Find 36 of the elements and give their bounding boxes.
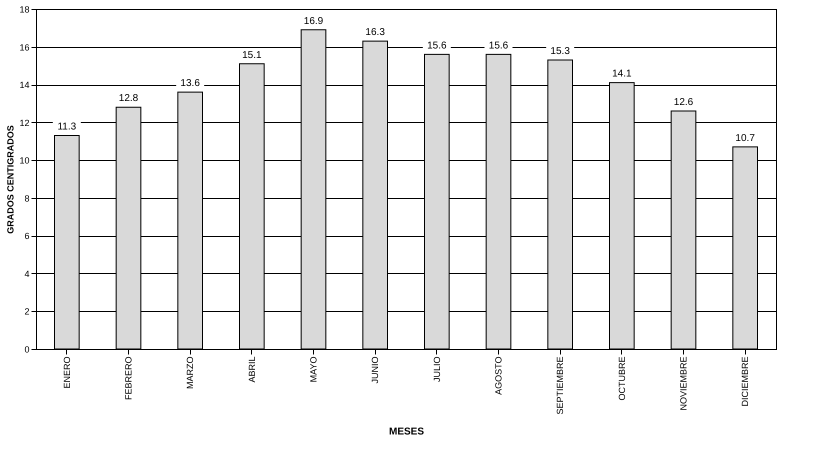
y-tick-label: 16 [19, 42, 30, 52]
y-tick-label: 6 [24, 231, 30, 242]
y-tick-label: 4 [24, 268, 30, 279]
data-label: 11.3 [57, 122, 77, 133]
y-tick-label: 2 [24, 306, 30, 317]
y-tick-label: 14 [19, 80, 30, 90]
y-tick-label: 18 [19, 4, 30, 14]
data-label: 16.3 [365, 27, 386, 38]
data-label: 14.1 [612, 68, 632, 80]
x-tick-label: JUNIO [370, 356, 380, 384]
x-tick-label: AGOSTO [494, 356, 504, 395]
data-label: 15.3 [550, 46, 570, 57]
data-label: 10.7 [735, 132, 756, 144]
data-label: 15.1 [242, 50, 262, 61]
x-tick-label: SEPTIEMBRE [555, 356, 566, 415]
x-tick-label: ENERO [62, 356, 72, 389]
x-tick-label: FEBRERO [124, 356, 134, 400]
y-tick-label: 10 [19, 156, 30, 166]
x-tick-label: OCTUBRE [616, 356, 627, 401]
y-axis-title: GRADOS CENTIGRADOS [5, 125, 16, 234]
x-axis-title: MESES [388, 426, 424, 438]
x-tick-label: JULIO [432, 356, 442, 382]
data-label: 12.8 [118, 93, 139, 104]
y-tick-label: 8 [24, 193, 30, 204]
x-tick-label: MARZO [185, 356, 196, 389]
data-label: 16.9 [304, 16, 324, 27]
x-tick-label: ABRIL [246, 356, 257, 383]
x-tick-label: MAYO [308, 356, 318, 382]
y-tick-label: 12 [19, 118, 30, 128]
y-tick-label: 0 [24, 344, 30, 354]
data-label: 12.6 [674, 97, 694, 108]
data-label: 13.6 [180, 78, 200, 90]
data-label: 15.6 [488, 40, 509, 52]
x-tick-label: DICIEMBRE [740, 356, 750, 407]
x-tick-label: NOVIEMBRE [678, 356, 688, 411]
data-label: 15.6 [427, 40, 447, 52]
